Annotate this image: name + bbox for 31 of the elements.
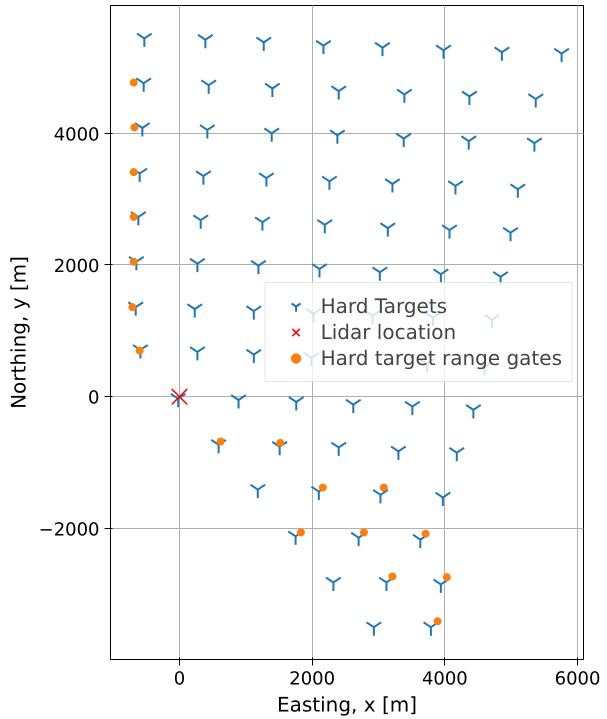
point [276, 438, 284, 447]
legend-label: Hard target range gates [320, 345, 562, 371]
y-tick-label: 4000 [54, 124, 100, 146]
point [170, 388, 188, 406]
point [388, 572, 396, 581]
y-tick-label: 2000 [54, 256, 100, 277]
point [442, 573, 451, 582]
point [360, 528, 368, 536]
point [422, 530, 430, 538]
x-axis-title: Easting, x [m] [276, 692, 418, 716]
x-tick-label: 2000 [289, 668, 336, 690]
x-tick-label: 0 [174, 668, 186, 690]
point [130, 258, 138, 266]
point [130, 168, 138, 176]
point [130, 212, 138, 221]
legend-label: Hard Targets [320, 293, 448, 319]
x-tick-label: 6000 [554, 668, 600, 690]
x-tick-label: 4000 [422, 668, 468, 690]
point [318, 484, 327, 492]
point [296, 528, 305, 536]
point [130, 123, 138, 132]
point [380, 484, 388, 492]
point [216, 438, 225, 446]
y-tick-label: −2000 [38, 519, 100, 540]
y-tick-label: 0 [88, 388, 100, 409]
legend-label: Lidar location [320, 319, 456, 345]
point [128, 303, 136, 312]
point [136, 346, 144, 355]
point [434, 617, 442, 626]
y-axis-title: Northing, y [m] [6, 256, 31, 409]
point [130, 78, 138, 87]
